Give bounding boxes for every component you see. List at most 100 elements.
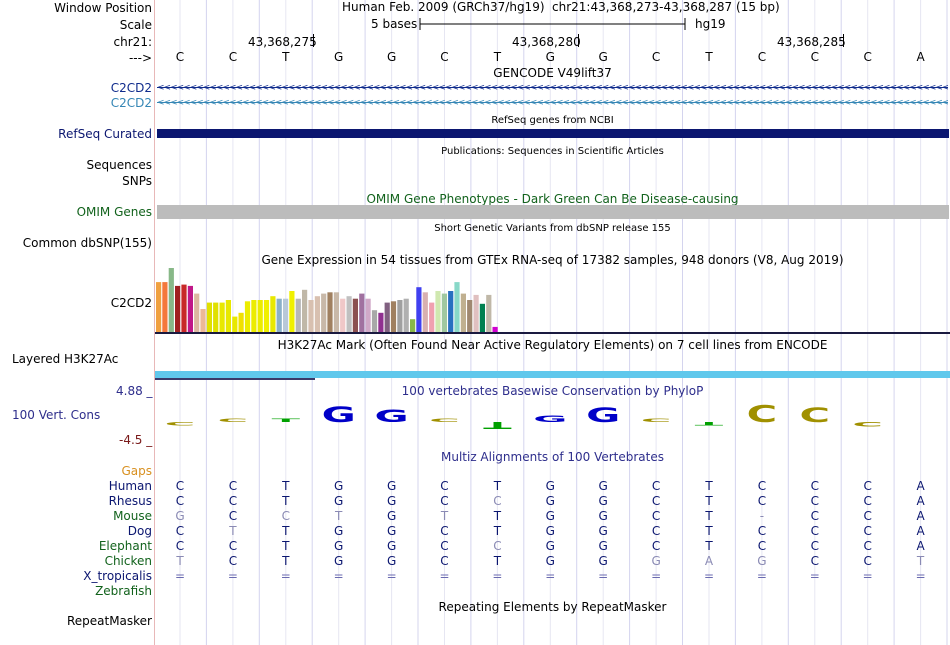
gtex-tissue-bar <box>187 285 193 332</box>
gtex-tissue-bar <box>416 287 422 332</box>
species-label[interactable]: Dog <box>127 524 152 538</box>
gtex-tissue-bar <box>410 319 416 332</box>
multiz-title: Multiz Alignments of 100 Vertebrates <box>440 450 665 464</box>
dbsnp-title: Short Genetic Variants from dbSNP releas… <box>434 223 671 234</box>
alignment-base: C <box>757 524 767 538</box>
alignment-base: C <box>228 494 238 508</box>
gtex-tissue-bar <box>429 302 435 332</box>
phylop-base-glyph: G <box>533 414 567 424</box>
omim-label[interactable]: OMIM Genes <box>76 205 152 219</box>
gtex-tissue-bar <box>435 291 441 332</box>
alignment-base: C <box>440 539 449 553</box>
gtex-tissue-bar <box>244 301 251 332</box>
alignment-base: C <box>493 539 502 553</box>
alignment-base: T <box>282 479 290 493</box>
gencode-transcript-1-label[interactable]: C2CD2 <box>110 81 152 95</box>
alignment-base: T <box>705 479 713 493</box>
gtex-tissue-bar <box>397 300 403 332</box>
refseq-title: RefSeq genes from NCBI <box>491 115 614 126</box>
sequence-base: G <box>386 50 397 64</box>
phylop-base-glyph: G <box>375 406 409 426</box>
gtex-title: Gene Expression in 54 tissues from GTEx … <box>261 253 844 267</box>
label-strand[interactable]: ---> <box>128 51 152 65</box>
species-label[interactable]: Elephant <box>98 539 152 553</box>
coord-tick-3 <box>843 34 844 47</box>
gtex-tissue-bar <box>359 293 365 332</box>
coord-tick-2 <box>578 34 579 47</box>
alignment-base: T <box>335 509 343 523</box>
omim-title: OMIM Gene Phenotypes - Dark Green Can Be… <box>366 192 739 206</box>
label-chromosome[interactable]: chr21: <box>113 35 152 49</box>
alignment-base: = <box>756 569 767 583</box>
gtex-baseline <box>155 332 950 334</box>
gtex-tissue-bar <box>276 298 282 332</box>
h3k27ac-label[interactable]: Layered H3K27Ac <box>12 352 119 366</box>
alignment-base: A <box>704 554 714 568</box>
h3k27ac-title: H3K27Ac Mark (Often Found Near Active Re… <box>277 338 828 352</box>
gencode-transcript-2-label[interactable]: C2CD2 <box>110 96 152 110</box>
publications-sequences-label[interactable]: Sequences <box>86 158 152 172</box>
h3k27ac-signal[interactable] <box>155 371 950 378</box>
alignment-base: G <box>386 524 397 538</box>
phylop-label[interactable]: 100 Vert. Cons <box>12 408 101 422</box>
gtex-tissue-bar <box>206 302 212 332</box>
species-label[interactable]: Zebrafish <box>95 584 152 598</box>
species-label[interactable]: Chicken <box>104 554 152 568</box>
alignment-base: = <box>703 569 715 583</box>
label-window-position[interactable]: Window Position <box>54 1 152 15</box>
alignment-base: C <box>651 539 661 553</box>
alignment-base: = <box>862 569 873 583</box>
alignment-base: G <box>386 479 397 493</box>
species-label[interactable]: Human <box>108 479 152 493</box>
coord-tick-1 <box>313 34 314 47</box>
alignment-base: G <box>334 524 344 538</box>
phylop-base-glyph: C <box>800 404 831 427</box>
grid-lines <box>179 0 948 645</box>
alignment-base: C <box>863 494 872 508</box>
alignment-base: G <box>545 494 555 508</box>
alignment-base: G <box>598 524 608 538</box>
alignment-base: A <box>916 539 925 553</box>
alignment-base: C <box>440 479 449 493</box>
window-position-text: chr21:43,368,273-43,368,287 (15 bp) <box>552 0 780 14</box>
coord-label-2: 43,368,280 <box>512 35 581 49</box>
gencode-transcript-2-track[interactable]: <<<<<<<<<<<<<<<<<<<<<<<<<<<<<<<<<<<<<<<<… <box>157 99 948 107</box>
species-label[interactable]: X_tropicalis <box>83 569 152 583</box>
alignment-base: T <box>493 554 502 568</box>
gtex-tissue-bar <box>479 303 485 332</box>
gtex-tissue-bar <box>283 298 289 332</box>
alignment-base: C <box>440 554 449 568</box>
repeatmasker-label[interactable]: RepeatMasker <box>66 614 152 628</box>
species-label[interactable]: Rhesus <box>108 494 152 508</box>
gtex-label[interactable]: C2CD2 <box>110 296 152 310</box>
sequence-base: C <box>651 50 661 64</box>
alignment-base: G <box>334 479 344 493</box>
gtex-tissue-bar <box>251 300 257 332</box>
refseq-label[interactable]: RefSeq Curated <box>58 127 152 141</box>
dbsnp-label[interactable]: Common dbSNP(155) <box>22 236 152 250</box>
label-scale[interactable]: Scale <box>119 18 152 32</box>
multiz-gaps-label[interactable]: Gaps <box>121 464 152 478</box>
alignment-base: G <box>334 539 344 553</box>
alignment-base: T <box>705 539 713 553</box>
gencode-transcript-1-track[interactable]: <<<<<<<<<<<<<<<<<<<<<<<<<<<<<<<<<<<<<<<<… <box>157 84 948 92</box>
omim-gene-bar[interactable] <box>157 205 949 219</box>
alignment-base: C <box>810 479 819 493</box>
gtex-tissue-bar <box>422 292 428 332</box>
alignment-base: T <box>493 524 502 538</box>
species-label[interactable]: Mouse <box>113 509 152 523</box>
alignment-base: G <box>386 494 397 508</box>
gtex-tissue-bar <box>270 296 276 332</box>
alignment-base: C <box>863 479 872 493</box>
publications-snps-label[interactable]: SNPs <box>122 174 152 188</box>
refseq-gene-bar[interactable] <box>157 129 949 138</box>
alignment-base: C <box>175 494 185 508</box>
phylop-base-glyph: C <box>218 418 249 423</box>
phylop-logo[interactable]: CC T G G C TG G CT C C C <box>155 396 950 440</box>
gtex-tissue-bar <box>175 285 181 332</box>
alignment-base: C <box>757 539 767 553</box>
gtex-tissue-bar <box>473 294 479 332</box>
gtex-tissue-bar <box>308 300 314 332</box>
phylop-base-glyph: G <box>322 402 356 427</box>
gtex-barchart[interactable] <box>155 266 535 332</box>
